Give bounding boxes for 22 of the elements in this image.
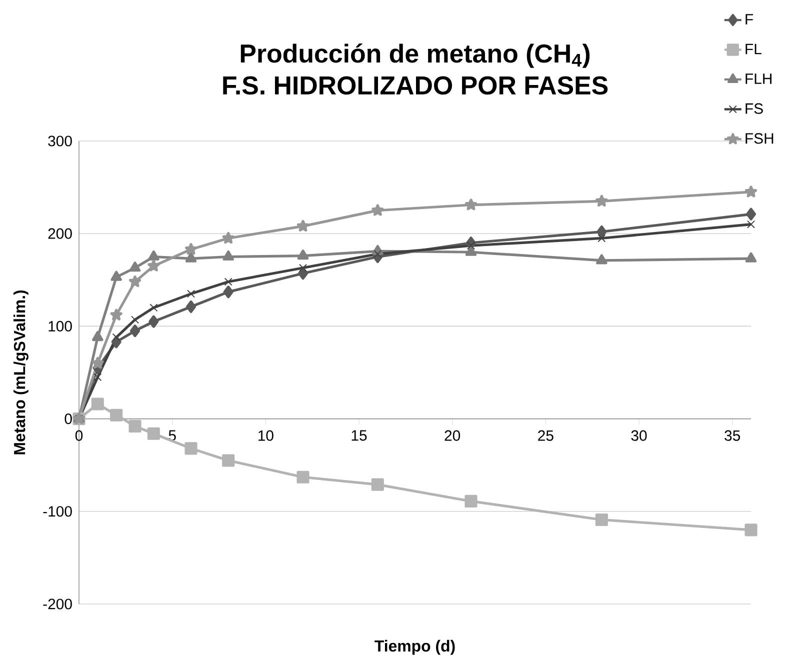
legend-label: F xyxy=(746,14,753,24)
x-tick-label: 10 xyxy=(258,430,274,441)
y-tick-label: 0 xyxy=(64,414,72,424)
y-tick-label: 200 xyxy=(48,228,72,239)
y-tick-label: 300 xyxy=(48,136,72,146)
y-tick-label: -200 xyxy=(43,598,72,610)
legend-label: FSH xyxy=(746,133,774,144)
legend-label: FLH xyxy=(746,74,772,84)
x-tick-label: 15 xyxy=(352,430,367,441)
chart-title: Producción de metano (CH$_{4}$) xyxy=(240,44,590,68)
x-tick-label: 0 xyxy=(75,430,83,441)
x-tick-label: 35 xyxy=(724,430,740,441)
x-tick-label: 30 xyxy=(631,430,647,441)
x-axis-title: Tiempo (d) xyxy=(374,640,455,655)
y-tick-label: -100 xyxy=(43,506,72,517)
chart-subtitle: F.S. HIDROLIZADO POR FASES xyxy=(223,76,608,95)
y-tick-label: 100 xyxy=(48,320,72,332)
legend-label: FL xyxy=(746,44,762,54)
x-tick-label: 25 xyxy=(538,430,554,441)
legend-label: FS xyxy=(746,103,763,114)
x-tick-label: 20 xyxy=(444,430,460,441)
y-axis-title: Metano (mL/gSValim.) xyxy=(14,290,28,454)
